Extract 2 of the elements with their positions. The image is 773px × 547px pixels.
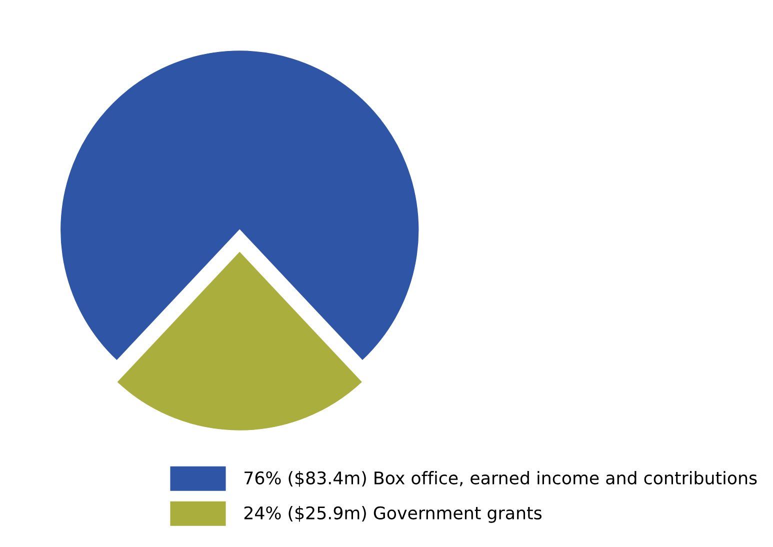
legend-label: 24% ($25.9m) Government grants	[244, 506, 542, 523]
legend-label: 76% ($83.4m) Box office, earned income and contributions	[244, 471, 757, 487]
